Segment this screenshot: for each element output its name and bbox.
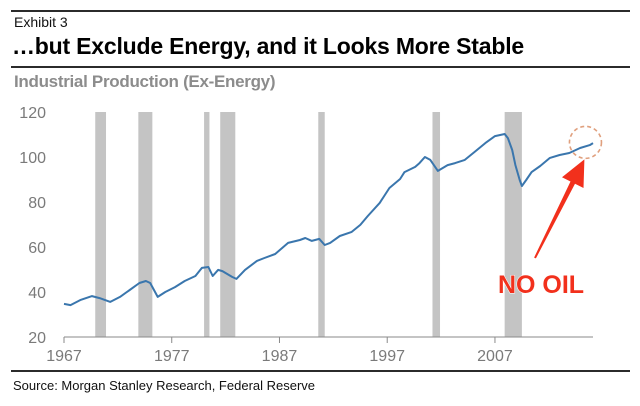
- y-tick-label: 80: [28, 195, 46, 212]
- source-note: Source: Morgan Stanley Research, Federal…: [13, 378, 316, 393]
- x-tick-label: 1987: [262, 348, 298, 365]
- x-tick-label: 1997: [369, 348, 405, 365]
- line-chart: 20 40 60 80 100 120 1967 1977 1987 1997 2007 NO O…: [19, 105, 603, 365]
- series-line: [63, 133, 594, 307]
- top-rule: [11, 10, 630, 12]
- annotations: NO OIL: [497, 125, 603, 300]
- y-tick-label: 40: [28, 285, 46, 302]
- arrow-icon: [534, 159, 585, 259]
- recession-band: [204, 112, 210, 337]
- y-tick-label: 60: [28, 240, 46, 257]
- recession-band: [318, 112, 325, 337]
- chart-title: Industrial Production (Ex-Energy): [14, 72, 276, 91]
- exhibit-label: Exhibit 3: [14, 14, 68, 30]
- recession-band: [220, 112, 236, 337]
- recession-band: [504, 112, 522, 337]
- y-tick-label: 120: [19, 105, 46, 122]
- recession-band: [95, 112, 107, 337]
- x-tick-label: 1977: [154, 348, 190, 365]
- series: [63, 133, 594, 307]
- recession-band: [432, 112, 441, 337]
- y-axis-ticks: 20 40 60 80 100 120: [19, 105, 46, 347]
- highlight-circle: [568, 125, 603, 160]
- recession-bands: [95, 112, 522, 337]
- y-tick-label: 20: [28, 330, 46, 347]
- x-tick-label: 2007: [477, 348, 513, 365]
- x-axis-ticks: 1967 1977 1987 1997 2007: [46, 337, 513, 365]
- recession-band: [138, 112, 153, 337]
- x-tick-label: 1967: [46, 348, 82, 365]
- annotation-label: NO OIL: [498, 271, 584, 299]
- exhibit-title: …but Exclude Energy, and it Looks More S…: [12, 33, 524, 59]
- title-rule: [11, 66, 630, 68]
- y-tick-label: 100: [19, 150, 46, 167]
- bottom-rule: [11, 370, 630, 372]
